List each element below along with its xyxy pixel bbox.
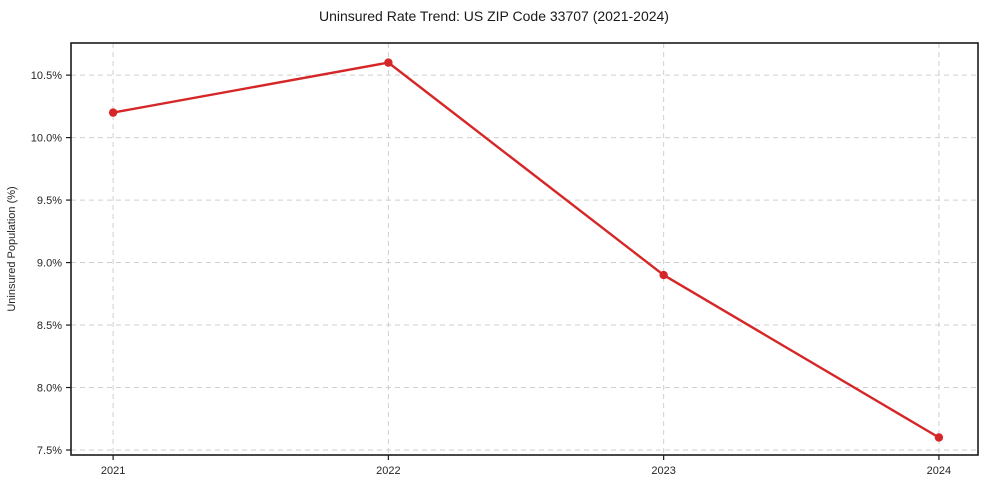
y-tick-label: 10.0%	[31, 133, 62, 145]
y-axis-label: Uninsured Population (%)	[6, 186, 18, 311]
y-tick-label: 9.0%	[37, 258, 62, 270]
chart-title: Uninsured Rate Trend: US ZIP Code 33707 …	[319, 8, 669, 24]
tick-labels: 2021 2022 2023 2024 7.5% 8.0% 8.5% 9.0% 9.5% 10.0…	[31, 70, 951, 477]
data-point	[108, 108, 118, 117]
axis-ticks	[66, 74, 940, 460]
x-tick-label: 2021	[101, 465, 125, 477]
data-point	[659, 270, 668, 280]
y-tick-label: 10.5%	[31, 70, 62, 82]
data-point	[384, 58, 393, 67]
plot-border	[70, 42, 979, 456]
y-tick-label: 8.5%	[37, 320, 62, 332]
trend-line	[111, 61, 941, 439]
data-point	[934, 433, 944, 442]
y-tick-label: 9.5%	[37, 195, 62, 207]
trend-line-series	[108, 58, 944, 442]
x-tick-label: 2022	[376, 465, 400, 477]
y-tick-label: 8.0%	[37, 383, 62, 395]
x-tick-label: 2023	[651, 465, 675, 477]
x-tick-label: 2024	[927, 465, 951, 477]
gridlines	[71, 43, 978, 455]
y-tick-label: 7.5%	[37, 445, 62, 457]
